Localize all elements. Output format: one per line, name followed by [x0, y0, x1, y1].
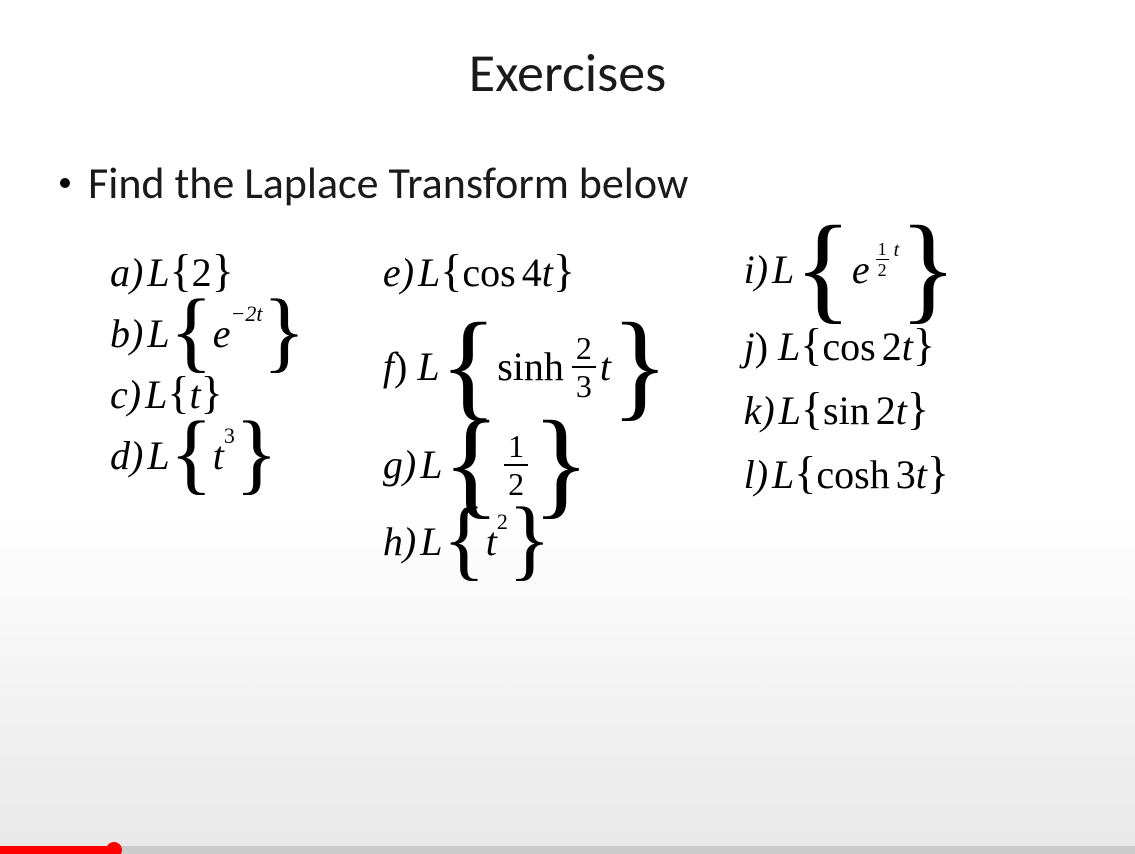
video-progress-bar[interactable]: [0, 846, 1135, 854]
L-d: L: [147, 436, 169, 476]
label-j: j: [744, 324, 755, 369]
fn-k: sin: [823, 391, 870, 431]
problem-k: k) L { sin 2t }: [744, 388, 1075, 434]
column-2: e) L { cos 4t } f) L { sinh 2 3 t }: [383, 250, 744, 580]
label-k: k: [744, 388, 762, 433]
brace-left-icon: {: [440, 248, 462, 294]
video-progress-fill: [0, 846, 114, 854]
label-f: f: [383, 344, 394, 389]
label-l: l: [744, 452, 755, 497]
label-d: d: [110, 433, 130, 478]
page-title: Exercises: [40, 40, 1095, 106]
sup-h: 2: [497, 509, 508, 534]
L-f: L: [417, 347, 439, 387]
problem-e: e) L { cos 4t }: [383, 250, 744, 296]
base-i: e: [852, 250, 870, 290]
fn-l: cosh: [816, 455, 889, 495]
column-1: a) L { 2 } b) L { e−2t } c) L { t }: [110, 250, 383, 580]
column-3: i) L { e 1 2 t } j) L {: [744, 250, 1075, 580]
video-progress-thumb[interactable]: [106, 842, 122, 854]
label-b: b: [110, 311, 130, 356]
post-f: t: [600, 347, 611, 387]
L-c: L: [145, 375, 167, 415]
sup-frac-d-i: 2: [876, 260, 889, 279]
sup-frac-i: 1 2: [876, 240, 889, 279]
label-c: c: [110, 372, 128, 417]
label-a: a: [110, 250, 130, 295]
brace-right-icon: }: [927, 450, 949, 496]
arg-e-num: 4: [522, 250, 542, 295]
fn-f: sinh: [497, 347, 564, 387]
problem-b: b) L { e−2t }: [110, 314, 383, 354]
brace-left-icon: {: [794, 450, 816, 496]
arg-l-num: 3: [896, 455, 916, 495]
problem-g: g) L { 1 2 }: [383, 430, 744, 500]
slide: Exercises Find the Laplace Transform bel…: [0, 0, 1135, 854]
problem-l: l) L { cosh 3t }: [744, 452, 1075, 498]
label-h: h: [383, 519, 403, 564]
bullet-text: Find the Laplace Transform below: [88, 156, 688, 210]
sup-b: −2t: [231, 303, 263, 325]
brace-left-icon: {: [800, 322, 822, 368]
arg-l-t: t: [916, 455, 927, 495]
L-b: L: [147, 314, 169, 354]
sup-frac-n-i: 1: [876, 240, 889, 260]
label-e: e: [383, 250, 401, 295]
L-g: L: [420, 445, 442, 485]
L-e: L: [418, 253, 440, 293]
fn-e: cos: [462, 253, 515, 293]
L-k: L: [779, 391, 801, 431]
problem-f: f) L { sinh 2 3 t }: [383, 332, 744, 402]
brace-right-icon: }: [553, 248, 575, 294]
problem-columns: a) L { 2 } b) L { e−2t } c) L { t }: [40, 240, 1095, 580]
brace-right-icon: }: [907, 386, 929, 432]
bullet-dot-icon: [60, 178, 70, 188]
L-a: L: [147, 253, 169, 293]
brace-left-icon: {: [801, 386, 823, 432]
frac-f: 2 3: [572, 332, 596, 402]
problem-i: i) L { e 1 2 t }: [744, 250, 1075, 290]
problem-d: d) L { t3 }: [110, 436, 383, 476]
base-b: e: [213, 314, 231, 354]
sup-i: 1 2: [872, 240, 893, 279]
base-d: t: [213, 436, 224, 476]
exp-i: e 1 2 t: [852, 250, 899, 290]
sup-d: 3: [224, 423, 235, 448]
arg-e-t: t: [542, 253, 553, 293]
frac-n-f: 2: [572, 332, 596, 368]
L-l: L: [772, 455, 794, 495]
brace-right-icon: }: [212, 248, 234, 294]
problem-a: a) L { 2 }: [110, 250, 383, 296]
label-i: i: [744, 247, 755, 292]
arg-k-num: 2: [876, 391, 896, 431]
L-h: L: [420, 522, 442, 562]
arg-k-t: t: [896, 391, 907, 431]
L-i: L: [772, 250, 794, 290]
frac-n-g: 1: [504, 430, 528, 466]
brace-right-icon: }: [913, 322, 935, 368]
label-g: g: [383, 442, 403, 487]
